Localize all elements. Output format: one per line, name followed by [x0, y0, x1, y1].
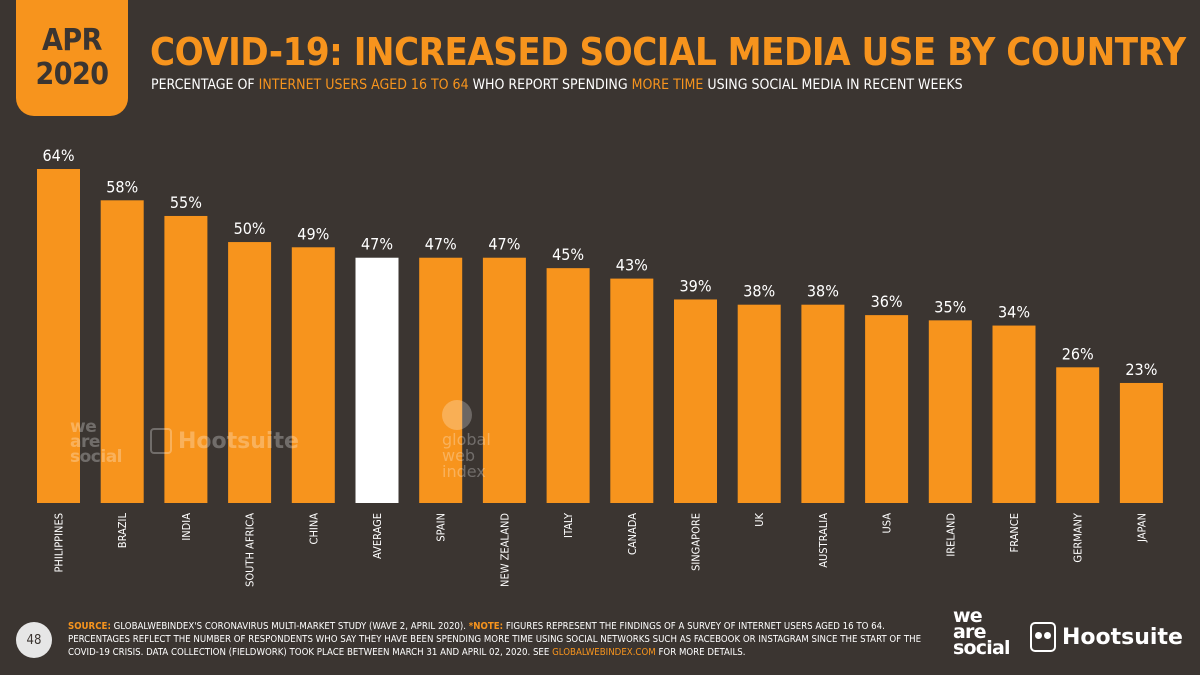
source-link[interactable]: GLOBALWEBINDEX.COM [552, 647, 656, 658]
value-label: 47% [488, 235, 520, 254]
category-label: UK [753, 512, 766, 526]
bar-spain [419, 257, 463, 503]
bar-ireland [928, 320, 972, 503]
bar-singapore [674, 299, 717, 503]
logo-word: social [953, 637, 1010, 659]
bar-china [291, 247, 335, 503]
category-label: NEW ZEALAND [498, 513, 511, 587]
note-label: *NOTE: [468, 621, 504, 632]
category-label: ITALY [562, 512, 575, 538]
category-label: SOUTH AFRICA [244, 513, 257, 587]
bar-canada [610, 278, 654, 503]
category-label: IRELAND [944, 513, 957, 557]
bar-brazil [100, 200, 144, 503]
value-label: 26% [1062, 344, 1094, 363]
we-are-social-logo: we are social [953, 605, 1010, 659]
value-label: 23% [1125, 360, 1157, 379]
category-label: CANADA [626, 513, 639, 555]
category-label: BRAZIL [116, 513, 129, 549]
page-title: COVID-19: INCREASED SOCIAL MEDIA USE BY … [150, 30, 1186, 74]
value-label: 45% [552, 245, 584, 264]
owl-icon [1030, 622, 1056, 652]
value-label: 35% [934, 297, 966, 316]
category-label: GERMANY [1072, 512, 1085, 563]
date-badge: APR 2020 [16, 0, 128, 116]
category-label: AUSTRALIA [817, 513, 830, 568]
value-label: 58% [106, 177, 138, 196]
category-label: AVERAGE [371, 513, 384, 559]
value-label: 34% [998, 303, 1030, 322]
bar-india [164, 215, 208, 503]
hootsuite-logo: Hootsuite [1030, 622, 1183, 652]
value-label: 55% [170, 193, 202, 212]
bar-south-africa [228, 242, 272, 503]
value-label: 64% [43, 146, 75, 165]
bar-germany [1056, 367, 1100, 503]
value-label: 47% [361, 235, 393, 254]
value-label: 47% [425, 235, 457, 254]
category-label: JAPAN [1135, 513, 1148, 543]
subtitle-part: USING SOCIAL MEDIA IN RECENT WEEKS [703, 77, 963, 93]
bar-uk [737, 304, 781, 503]
bar-japan [1119, 382, 1163, 503]
bar-average [355, 257, 399, 503]
bar-chart: 64% PHILIPPINES 58% BRAZIL 55% INDIA 50% SOUTH … [37, 146, 1163, 587]
category-label: USA [881, 513, 894, 534]
bar-italy [546, 268, 590, 503]
subtitle-part: WHO REPORT SPENDING [468, 77, 632, 93]
category-label: SINGAPORE [690, 513, 703, 571]
badge-year: 2020 [35, 57, 109, 92]
bar-new-zealand [482, 257, 526, 503]
bar-australia [801, 304, 845, 503]
badge-month: APR [42, 23, 102, 58]
category-label: SPAIN [435, 513, 448, 542]
bar-usa [865, 315, 909, 503]
source-note: SOURCE: GLOBALWEBINDEX'S CORONAVIRUS MUL… [68, 620, 928, 659]
value-label: 39% [680, 276, 712, 295]
value-label: 38% [807, 282, 839, 301]
source-label: SOURCE: [68, 621, 111, 632]
logo-word: are [953, 621, 986, 643]
page-number: 48 [16, 622, 52, 658]
bar-france [992, 325, 1036, 503]
category-label: FRANCE [1008, 513, 1021, 552]
logo-word: Hootsuite [1062, 624, 1183, 650]
value-label: 43% [616, 256, 648, 275]
source-text: GLOBALWEBINDEX'S CORONAVIRUS MULTI-MARKE… [110, 621, 469, 632]
note-text: FIGURES REPRESENT THE FINDINGS OF A SURV… [68, 621, 922, 658]
subtitle-highlight: MORE TIME [631, 77, 704, 93]
category-label: CHINA [307, 513, 320, 545]
tail-text: FOR MORE DETAILS. [655, 647, 746, 658]
logo-word: we [953, 605, 983, 627]
category-label: PHILIPPINES [53, 513, 66, 573]
value-label: 38% [743, 282, 775, 301]
value-label: 49% [297, 224, 329, 243]
category-label: INDIA [180, 513, 193, 541]
subtitle-highlight: INTERNET USERS AGED 16 TO 64 [258, 77, 469, 93]
value-label: 50% [234, 219, 266, 238]
bar-philippines [37, 169, 80, 503]
subtitle-part: PERCENTAGE OF [151, 77, 259, 93]
value-label: 36% [871, 292, 903, 311]
page-subtitle: PERCENTAGE OF INTERNET USERS AGED 16 TO … [151, 76, 1191, 94]
